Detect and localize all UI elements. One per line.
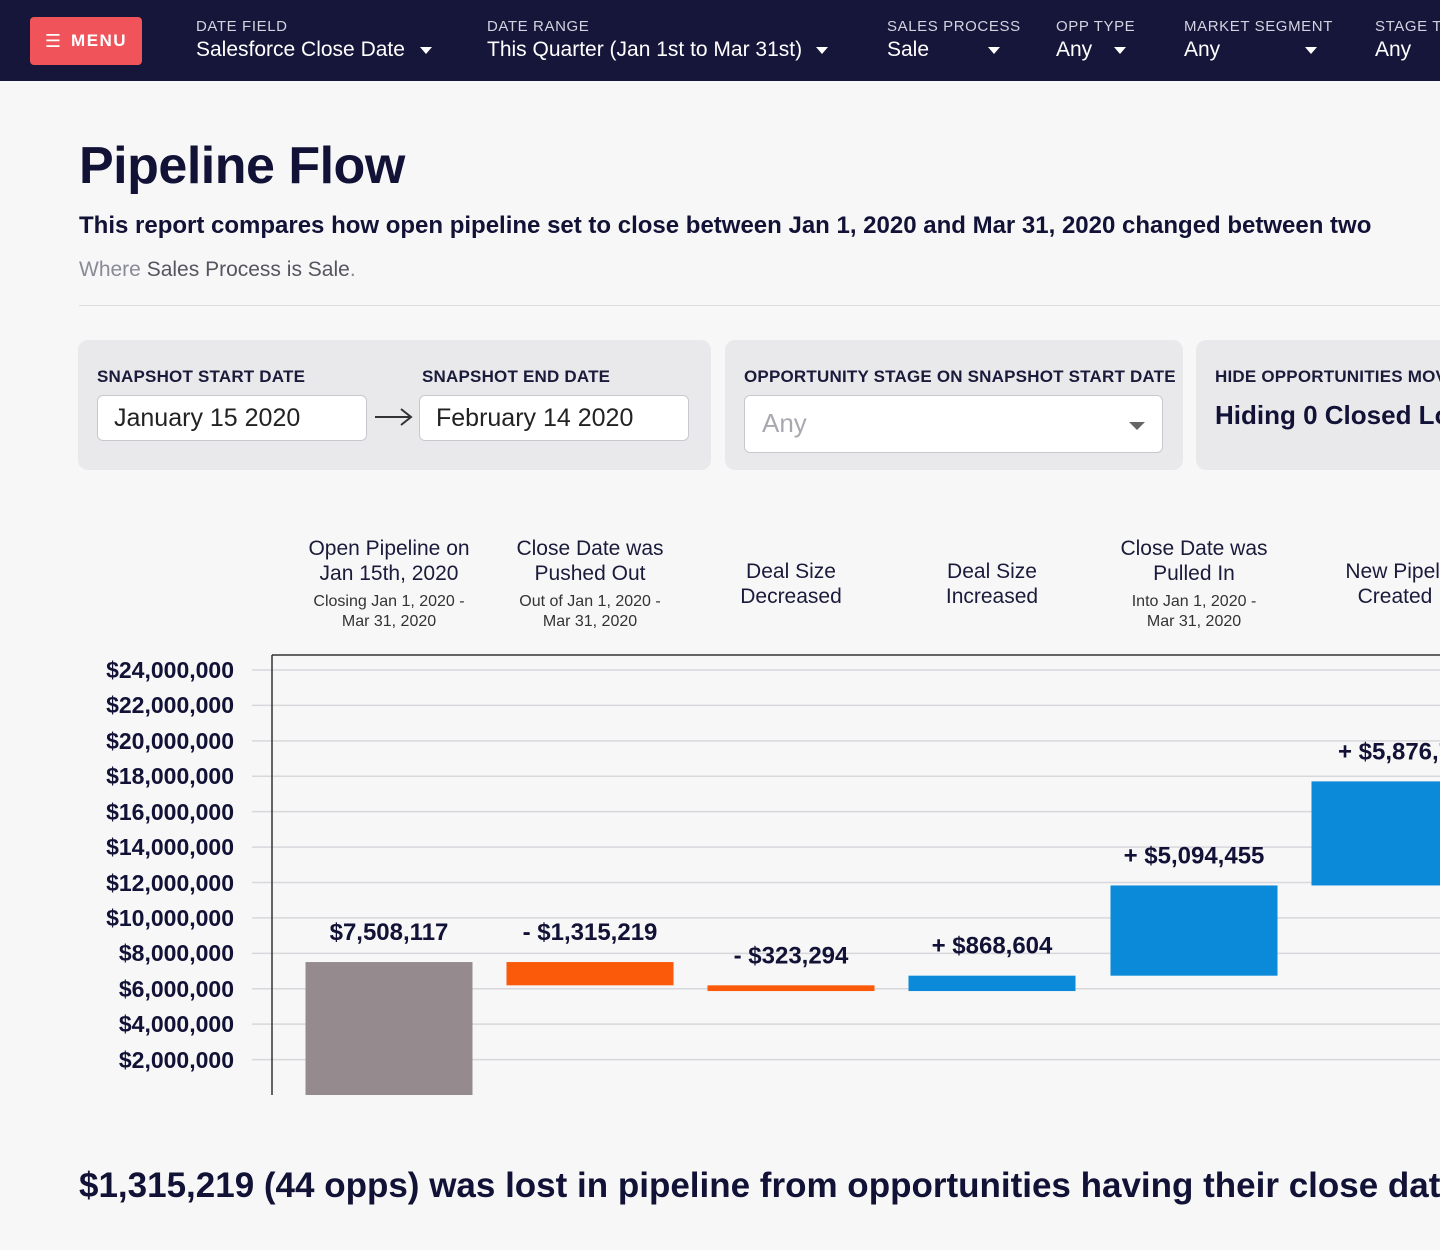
column-title: New Pipeli Created bbox=[1345, 560, 1440, 608]
where-suffix: . bbox=[349, 258, 356, 281]
chevron-down-icon bbox=[816, 46, 829, 54]
y-tick-label: $20,000,000 bbox=[106, 727, 234, 754]
filter-label: DATE RANGE bbox=[487, 18, 590, 35]
arrow-right-icon bbox=[375, 408, 413, 426]
top-filter-bar: ☰ MENU DATE FIELD Salesforce Close Date … bbox=[0, 0, 1440, 81]
chart-column-header: Close Date was Pulled In Into Jan 1, 2020 … bbox=[1094, 536, 1294, 632]
chevron-down-icon bbox=[988, 46, 1000, 54]
column-subtitle: Into Jan 1, 2020 - Mar 31, 2020 bbox=[1131, 593, 1257, 630]
filter-date-range[interactable]: DATE RANGE This Quarter (Jan 1st to Mar … bbox=[487, 18, 829, 68]
filter-label: SALES PROCESS bbox=[887, 18, 1021, 35]
filter-value: Salesforce Close Date bbox=[196, 38, 405, 61]
bar-value-label: - $323,294 bbox=[734, 942, 849, 969]
hide-opportunities-panel: HIDE OPPORTUNITIES MOV Hiding 0 Closed L… bbox=[1196, 340, 1440, 470]
hide-opportunities-toggle[interactable]: Hiding 0 Closed Lo bbox=[1215, 400, 1440, 430]
snapshot-dates-panel: SNAPSHOT START DATE SNAPSHOT END DATE Ja… bbox=[78, 340, 711, 470]
y-tick-label: $18,000,000 bbox=[106, 763, 234, 790]
chart-column-header: Close Date was Pushed Out Out of Jan 1, 20… bbox=[490, 536, 690, 632]
chart-column-header: New Pipeli Created bbox=[1295, 559, 1440, 609]
filter-stage[interactable]: STAGE T Any bbox=[1375, 18, 1440, 68]
filter-date-field[interactable]: DATE FIELD Salesforce Close Date bbox=[196, 18, 432, 68]
chart-column-header: Open Pipeline on Jan 15th, 2020 Closing Ja… bbox=[289, 536, 489, 632]
column-subtitle: Closing Jan 1, 2020 - Mar 31, 2020 bbox=[313, 593, 465, 630]
filter-value: Sale bbox=[887, 38, 930, 61]
waterfall-bar bbox=[1311, 781, 1440, 886]
filter-label: STAGE T bbox=[1375, 18, 1440, 35]
filter-value: Any bbox=[1056, 38, 1093, 61]
where-field: Sales Process bbox=[146, 258, 281, 281]
summary-text: $1,315,219 (44 opps) was lost in pipelin… bbox=[79, 1166, 1440, 1205]
column-title: Deal Size Decreased bbox=[740, 560, 842, 608]
y-tick-label: $14,000,000 bbox=[106, 834, 234, 861]
opportunity-stage-label: OPPORTUNITY STAGE ON SNAPSHOT START DATE bbox=[744, 367, 1176, 386]
filter-value: This Quarter (Jan 1st to Mar 31st) bbox=[487, 38, 803, 61]
report-description: This report compares how open pipeline s… bbox=[79, 212, 1372, 239]
y-tick-label: $2,000,000 bbox=[118, 1046, 234, 1073]
where-is: is bbox=[286, 258, 302, 281]
waterfall-bar bbox=[305, 962, 473, 1095]
bar-value-label: - $1,315,219 bbox=[523, 919, 658, 946]
where-prefix: Where bbox=[79, 258, 141, 281]
column-title: Close Date was Pushed Out bbox=[516, 537, 664, 585]
waterfall-bar bbox=[707, 985, 875, 992]
bar-value-label: + $5,094,455 bbox=[1124, 842, 1265, 869]
chart-column-header: Deal Size Increased bbox=[892, 559, 1092, 609]
filter-value: Any bbox=[1184, 38, 1221, 61]
filter-summary: Where Sales Process is Sale. bbox=[79, 258, 356, 282]
filter-value: Any bbox=[1375, 38, 1412, 61]
column-title: Close Date was Pulled In bbox=[1120, 537, 1268, 585]
snapshot-start-date-input[interactable]: January 15 2020 bbox=[97, 395, 367, 441]
hamburger-icon: ☰ bbox=[44, 30, 62, 51]
waterfall-bar bbox=[506, 962, 674, 986]
y-tick-label: $22,000,000 bbox=[106, 692, 234, 719]
filter-label: DATE FIELD bbox=[196, 18, 288, 35]
page-title: Pipeline Flow bbox=[79, 137, 405, 195]
snapshot-end-label: SNAPSHOT END DATE bbox=[422, 367, 611, 386]
opportunity-stage-select[interactable]: Any bbox=[744, 395, 1163, 453]
chevron-down-icon bbox=[419, 46, 432, 54]
y-tick-label: $4,000,000 bbox=[118, 1011, 234, 1038]
bar-value-label: $7,508,117 bbox=[330, 919, 449, 946]
divider bbox=[79, 305, 1440, 306]
menu-button[interactable]: ☰ MENU bbox=[30, 17, 142, 65]
column-title: Open Pipeline on Jan 15th, 2020 bbox=[308, 537, 470, 585]
chevron-down-icon bbox=[1129, 422, 1145, 430]
where-value: Sale bbox=[307, 258, 350, 281]
y-tick-label: $10,000,000 bbox=[106, 904, 234, 931]
y-tick-label: $16,000,000 bbox=[106, 798, 234, 825]
opportunity-stage-panel: OPPORTUNITY STAGE ON SNAPSHOT START DATE… bbox=[725, 340, 1183, 470]
chevron-down-icon bbox=[1305, 46, 1317, 54]
waterfall-bar bbox=[908, 975, 1076, 992]
waterfall-bar bbox=[1110, 885, 1278, 976]
select-value: Any bbox=[762, 408, 807, 438]
filter-label: OPP TYPE bbox=[1056, 18, 1136, 35]
y-tick-label: $12,000,000 bbox=[106, 869, 234, 896]
y-tick-label: $8,000,000 bbox=[118, 940, 234, 967]
bar-value-label: + $868,604 bbox=[932, 933, 1053, 960]
filter-label: MARKET SEGMENT bbox=[1184, 18, 1333, 35]
chart-column-header: Deal Size Decreased bbox=[691, 559, 891, 609]
column-title: Deal Size Increased bbox=[945, 560, 1039, 608]
y-tick-label: $6,000,000 bbox=[118, 975, 234, 1002]
filter-sales-process[interactable]: SALES PROCESS Sale bbox=[887, 18, 1021, 68]
hide-opportunities-label: HIDE OPPORTUNITIES MOV bbox=[1215, 367, 1440, 386]
filter-market-segment[interactable]: MARKET SEGMENT Any bbox=[1184, 18, 1333, 68]
y-tick-label: $24,000,000 bbox=[106, 657, 234, 683]
filter-opp-type[interactable]: OPP TYPE Any bbox=[1056, 18, 1136, 68]
snapshot-start-label: SNAPSHOT START DATE bbox=[97, 367, 306, 386]
bar-value-label: + $5,876,7 bbox=[1338, 738, 1440, 765]
menu-label: MENU bbox=[71, 31, 128, 50]
chevron-down-icon bbox=[1114, 46, 1126, 54]
column-subtitle: Out of Jan 1, 2020 - Mar 31, 2020 bbox=[519, 593, 661, 630]
snapshot-end-date-input[interactable]: February 14 2020 bbox=[419, 395, 689, 441]
